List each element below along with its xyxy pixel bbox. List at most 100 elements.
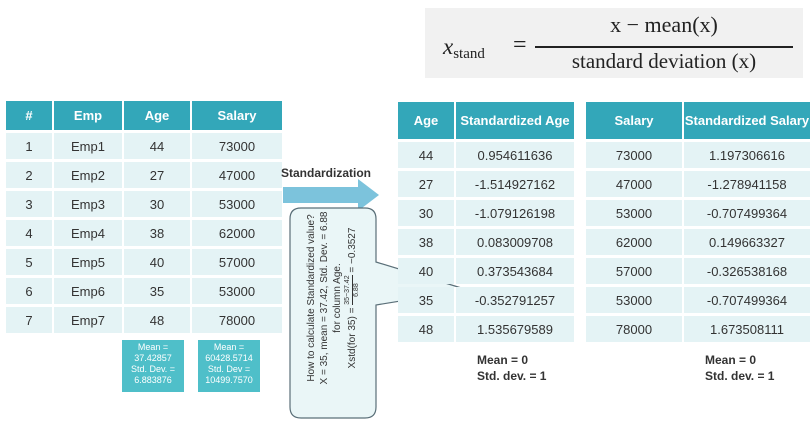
cell-emp: Emp3	[54, 191, 124, 217]
col-header-salary: Salary	[586, 102, 684, 139]
table-row: 30 -1.079126198 53000 -0.707499364	[398, 200, 810, 226]
cell-age: 38	[124, 220, 192, 246]
table-header-row: # Emp Age Salary	[6, 101, 282, 130]
cell-age: 30	[124, 191, 192, 217]
callout-fraction-top: 35−37.42	[344, 275, 353, 305]
cell-standardized-age: -0.352791257	[456, 287, 576, 313]
column-gap	[576, 287, 586, 313]
column-gap	[576, 200, 586, 226]
column-gap	[576, 316, 586, 342]
formula-lhs: xstand	[443, 34, 485, 63]
column-gap	[576, 258, 586, 284]
age-std-value: 6.883876	[134, 375, 172, 385]
callout-line-2: X = 35, mean = 37.42, Std. Dev. = 6.88	[319, 211, 330, 385]
salary-summary: Mean = 0 Std. dev. = 1	[705, 352, 774, 384]
cell-standardized-salary: 1.673508111	[684, 316, 810, 342]
col-header-age: Age	[124, 101, 192, 130]
cell-standardized-salary: -0.707499364	[684, 287, 810, 313]
cell-emp: Emp4	[54, 220, 124, 246]
table-row: 35 -0.352791257 53000 -0.707499364	[398, 287, 810, 313]
formula-subscript: stand	[453, 46, 485, 62]
standardized-table: Age Standardized Age Salary Standardized…	[398, 99, 810, 345]
cell-age: 27	[124, 162, 192, 188]
salary-std-label: Std. Dev =	[207, 364, 251, 374]
cell-standardized-age: 0.083009708	[456, 229, 576, 255]
age-summary: Mean = 0 Std. dev. = 1	[477, 352, 546, 384]
cell-standardized-age: -1.514927162	[456, 171, 576, 197]
cell-salary: 78000	[586, 316, 684, 342]
cell-index: 4	[6, 220, 54, 246]
cell-salary: 53000	[586, 200, 684, 226]
callout-formula-prefix: Xstd(for 35) =	[347, 307, 359, 369]
cell-age: 35	[124, 278, 192, 304]
formula-denominator: standard deviation (x)	[571, 49, 757, 73]
salary-mean-value: 60428.5714	[205, 353, 253, 363]
table-row: 4 Emp4 38 62000	[6, 220, 282, 246]
cell-index: 3	[6, 191, 54, 217]
cell-standardized-age: 1.535679589	[456, 316, 576, 342]
table-row: 48 1.535679589 78000 1.673508111	[398, 316, 810, 342]
col-header-salary: Salary	[192, 101, 282, 130]
salary-summary-std: Std. dev. = 1	[705, 369, 775, 383]
cell-standardized-age: -1.079126198	[456, 200, 576, 226]
cell-age: 48	[398, 316, 456, 342]
table-row: 6 Emp6 35 53000	[6, 278, 282, 304]
cell-salary: 73000	[192, 133, 282, 159]
cell-salary: 73000	[586, 142, 684, 168]
table-row: 5 Emp5 40 57000	[6, 249, 282, 275]
cell-standardized-salary: -0.707499364	[684, 200, 810, 226]
cell-standardized-age: 0.373543684	[456, 258, 576, 284]
cell-salary: 53000	[586, 287, 684, 313]
employee-table: # Emp Age Salary 1 Emp1 44 73000 2 Emp2 27 470…	[6, 98, 282, 336]
cell-index: 1	[6, 133, 54, 159]
cell-age: 40	[398, 258, 456, 284]
table-row: 2 Emp2 27 47000	[6, 162, 282, 188]
cell-age: 48	[124, 307, 192, 333]
callout-line-3: for column Age.	[332, 263, 343, 333]
cell-age: 44	[124, 133, 192, 159]
cell-emp: Emp7	[54, 307, 124, 333]
cell-salary: 47000	[586, 171, 684, 197]
col-header-index: #	[6, 101, 54, 130]
table-row: 1 Emp1 44 73000	[6, 133, 282, 159]
formula-equals: =	[513, 32, 527, 58]
col-header-standardized-salary: Standardized Salary	[684, 102, 810, 139]
cell-salary: 57000	[586, 258, 684, 284]
age-summary-std: Std. dev. = 1	[477, 369, 547, 383]
callout-line-4: Xstd(for 35) = 35−37.42 6.88 = −0.3527	[344, 198, 361, 398]
table-row: 44 0.954611636 73000 1.197306616	[398, 142, 810, 168]
standardization-arrow	[283, 179, 379, 211]
column-gap	[576, 171, 586, 197]
column-gap	[576, 142, 586, 168]
cell-age: 30	[398, 200, 456, 226]
table-row: 27 -1.514927162 47000 -1.278941158	[398, 171, 810, 197]
callout-fraction: 35−37.42 6.88	[344, 275, 361, 305]
cell-salary: 62000	[192, 220, 282, 246]
cell-age: 40	[124, 249, 192, 275]
cell-age: 27	[398, 171, 456, 197]
cell-standardized-salary: 0.149663327	[684, 229, 810, 255]
formula-fraction-bar	[535, 46, 793, 48]
table-row: 38 0.083009708 62000 0.149663327	[398, 229, 810, 255]
cell-standardized-age: 0.954611636	[456, 142, 576, 168]
age-mean-label: Mean =	[137, 342, 169, 352]
salary-std-value: 10499.7570	[205, 375, 253, 385]
callout-bubble	[289, 207, 469, 419]
formula-box: xstand = x − mean(x) standard deviation …	[425, 8, 803, 78]
cell-salary: 53000	[192, 278, 282, 304]
table-row: 3 Emp3 30 53000	[6, 191, 282, 217]
salary-mean-label: Mean =	[213, 342, 245, 352]
age-summary-mean: Mean = 0	[477, 353, 529, 367]
cell-index: 5	[6, 249, 54, 275]
callout-line-1: How to calculate Standardized value?	[306, 214, 317, 382]
cell-age: 35	[398, 287, 456, 313]
col-header-emp: Emp	[54, 101, 124, 130]
standardization-label: Standardization	[281, 166, 372, 180]
callout-text: How to calculate Standardized value? X =…	[305, 198, 361, 398]
cell-emp: Emp1	[54, 133, 124, 159]
cell-standardized-salary: -0.326538168	[684, 258, 810, 284]
column-gap	[576, 229, 586, 255]
cell-salary: 47000	[192, 162, 282, 188]
formula-variable: x	[443, 34, 454, 59]
